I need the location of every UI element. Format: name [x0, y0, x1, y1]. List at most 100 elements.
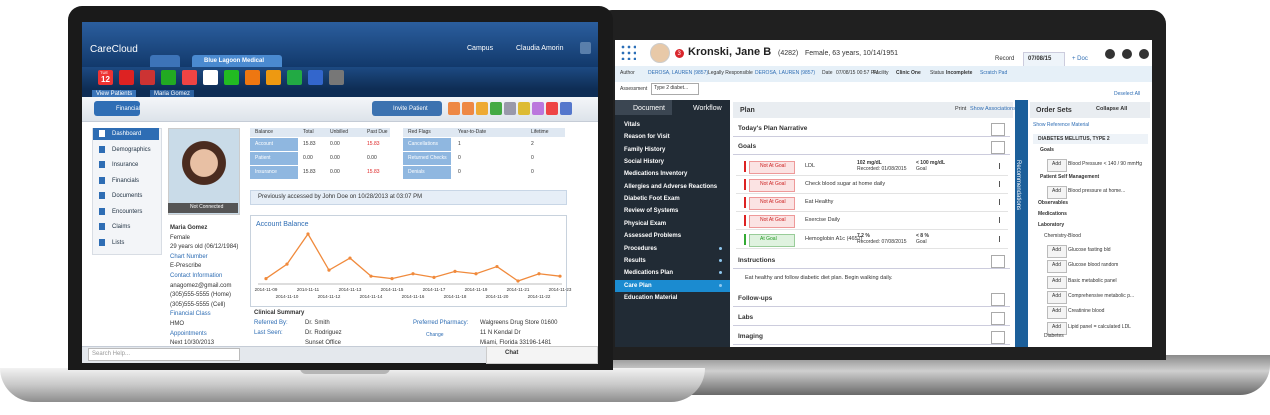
side-item[interactable]: Reason for Visit [624, 134, 670, 141]
side-item[interactable]: Assessed Problems [624, 233, 682, 240]
recommendations[interactable]: Recommendations [1015, 160, 1021, 211]
toolbar-icon[interactable] [182, 70, 197, 85]
add-button[interactable] [991, 331, 1005, 344]
section-title[interactable]: Goals [738, 143, 757, 150]
side-item[interactable]: Procedures [624, 245, 658, 252]
tab[interactable]: View Patients [92, 90, 137, 98]
side-tab[interactable]: Workflow [693, 105, 722, 112]
toolbar-icon[interactable] [98, 70, 113, 85]
add-button[interactable] [1047, 321, 1067, 335]
side-tab[interactable]: Document [633, 105, 665, 112]
side-item[interactable]: Diabetic Foot Exam [624, 196, 680, 203]
goal-target: < 8 % [916, 233, 929, 239]
section-title[interactable]: Instructions [738, 257, 776, 264]
tool-icon[interactable] [476, 102, 488, 115]
side-item[interactable]: Allergies and Adverse Reactions [624, 183, 718, 190]
recommendations-strip[interactable] [1015, 100, 1028, 347]
add-button[interactable] [991, 293, 1005, 306]
nav-item[interactable]: Demographics [112, 146, 151, 153]
financial-button[interactable] [94, 101, 140, 116]
side-item[interactable]: Care Plan [624, 282, 652, 289]
toolbar-icon[interactable] [140, 70, 155, 85]
chat-button[interactable] [486, 346, 598, 364]
date-tab-label[interactable]: 07/08/15 [1028, 56, 1052, 62]
header-icon[interactable] [1122, 49, 1132, 59]
nav-item[interactable]: Financials [112, 177, 140, 184]
tool-icon[interactable] [448, 102, 460, 115]
instruction: Eat healthy and follow diabetic diet pla… [745, 275, 893, 281]
header-icon[interactable] [1105, 49, 1115, 59]
invite-button[interactable] [372, 101, 442, 116]
add-button[interactable] [1047, 260, 1067, 274]
toolbar-icon[interactable] [308, 70, 323, 85]
side-item[interactable]: Education Material [624, 294, 678, 301]
lock-icon[interactable] [580, 42, 591, 54]
side-item[interactable]: Medications Inventory [624, 171, 688, 178]
search-placeholder[interactable]: Search Help... [92, 351, 131, 357]
side-item[interactable]: Family History [624, 146, 666, 153]
toolbar-icon[interactable] [329, 70, 344, 85]
print[interactable]: Print [955, 106, 967, 112]
side-item[interactable]: Results [624, 257, 646, 264]
toolbar-icon[interactable] [287, 70, 302, 85]
tool-icon[interactable] [490, 102, 502, 115]
add-button[interactable] [1047, 290, 1067, 304]
add-button[interactable] [991, 255, 1005, 268]
side-item[interactable]: Social History [624, 159, 665, 166]
section-title[interactable]: Labs [738, 314, 754, 321]
nav-item[interactable]: Encounters [112, 208, 143, 215]
home-tab[interactable] [150, 55, 180, 67]
goal-name: LDL [805, 163, 816, 169]
show-associations[interactable]: Show Associations [970, 106, 1016, 112]
nav-item[interactable]: Documents [112, 193, 143, 199]
chat-label[interactable]: Chat [505, 350, 519, 356]
add-button[interactable] [1047, 245, 1067, 258]
user-name[interactable]: Claudia Amorin [516, 45, 564, 52]
side-item[interactable]: Physical Exam [624, 220, 667, 227]
tool-icon[interactable] [518, 102, 530, 115]
practice-tab[interactable] [192, 55, 282, 67]
record-tab[interactable]: Record [995, 56, 1015, 62]
add-button[interactable] [1047, 306, 1067, 320]
toolbar-icon[interactable] [119, 70, 134, 85]
doc-tab[interactable]: + Doc [1072, 56, 1088, 62]
search-box[interactable] [88, 348, 240, 361]
toolbar-icon[interactable] [203, 70, 218, 85]
tool-icon[interactable] [532, 102, 544, 115]
reference-link[interactable]: Show Reference Material [1033, 122, 1090, 128]
toolbar-icon[interactable] [224, 70, 239, 85]
nav-item[interactable]: Claims [112, 224, 131, 230]
deselect[interactable]: Deselect All [1114, 91, 1141, 97]
financial-button-label[interactable]: Financial [116, 106, 141, 112]
section-title[interactable]: Follow-ups [738, 295, 773, 302]
section-title[interactable]: Today's Plan Narrative [738, 125, 808, 132]
toolbar-icon[interactable] [266, 70, 281, 85]
nav-item[interactable]: Insurance [112, 162, 139, 168]
add-button[interactable] [991, 123, 1005, 136]
goal-status: Not At Goal [760, 181, 786, 187]
toolbar-icon[interactable] [245, 70, 260, 85]
tab[interactable]: Maria Gomez [150, 90, 195, 98]
tool-icon[interactable] [546, 102, 558, 115]
add-button[interactable] [1047, 186, 1067, 199]
side-item[interactable]: Vitals [624, 122, 640, 128]
add-button[interactable] [1047, 159, 1067, 172]
side-item[interactable]: Medications Plan [624, 270, 674, 277]
collapse-all[interactable]: Collapse All [1096, 106, 1128, 112]
clinical-change[interactable]: Change [426, 332, 444, 338]
campus[interactable]: Campus [467, 45, 494, 52]
section-title[interactable]: Imaging [738, 333, 763, 340]
header-icon[interactable] [1139, 49, 1149, 59]
add-button[interactable] [991, 312, 1005, 325]
tool-icon[interactable] [462, 102, 474, 115]
toolbar-icon[interactable] [161, 70, 176, 85]
nav-item[interactable]: Dashboard [112, 131, 142, 137]
invite-button-label[interactable]: Invite Patient [393, 106, 428, 112]
add-button[interactable] [1047, 275, 1067, 289]
order-item: Blood pressure at home... [1068, 188, 1126, 194]
add-button[interactable] [991, 141, 1005, 154]
tool-icon[interactable] [504, 102, 516, 115]
tool-icon[interactable] [560, 102, 572, 115]
side-item[interactable]: Review of Systems [624, 208, 679, 215]
nav-item[interactable]: Lists [112, 239, 125, 246]
